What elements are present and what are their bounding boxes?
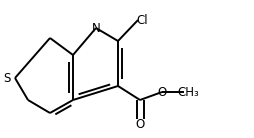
Text: S: S (3, 71, 11, 84)
Text: N: N (92, 22, 100, 34)
Text: O: O (157, 86, 167, 99)
Text: CH₃: CH₃ (177, 86, 199, 99)
Text: O: O (135, 117, 145, 131)
Text: Cl: Cl (136, 14, 148, 26)
